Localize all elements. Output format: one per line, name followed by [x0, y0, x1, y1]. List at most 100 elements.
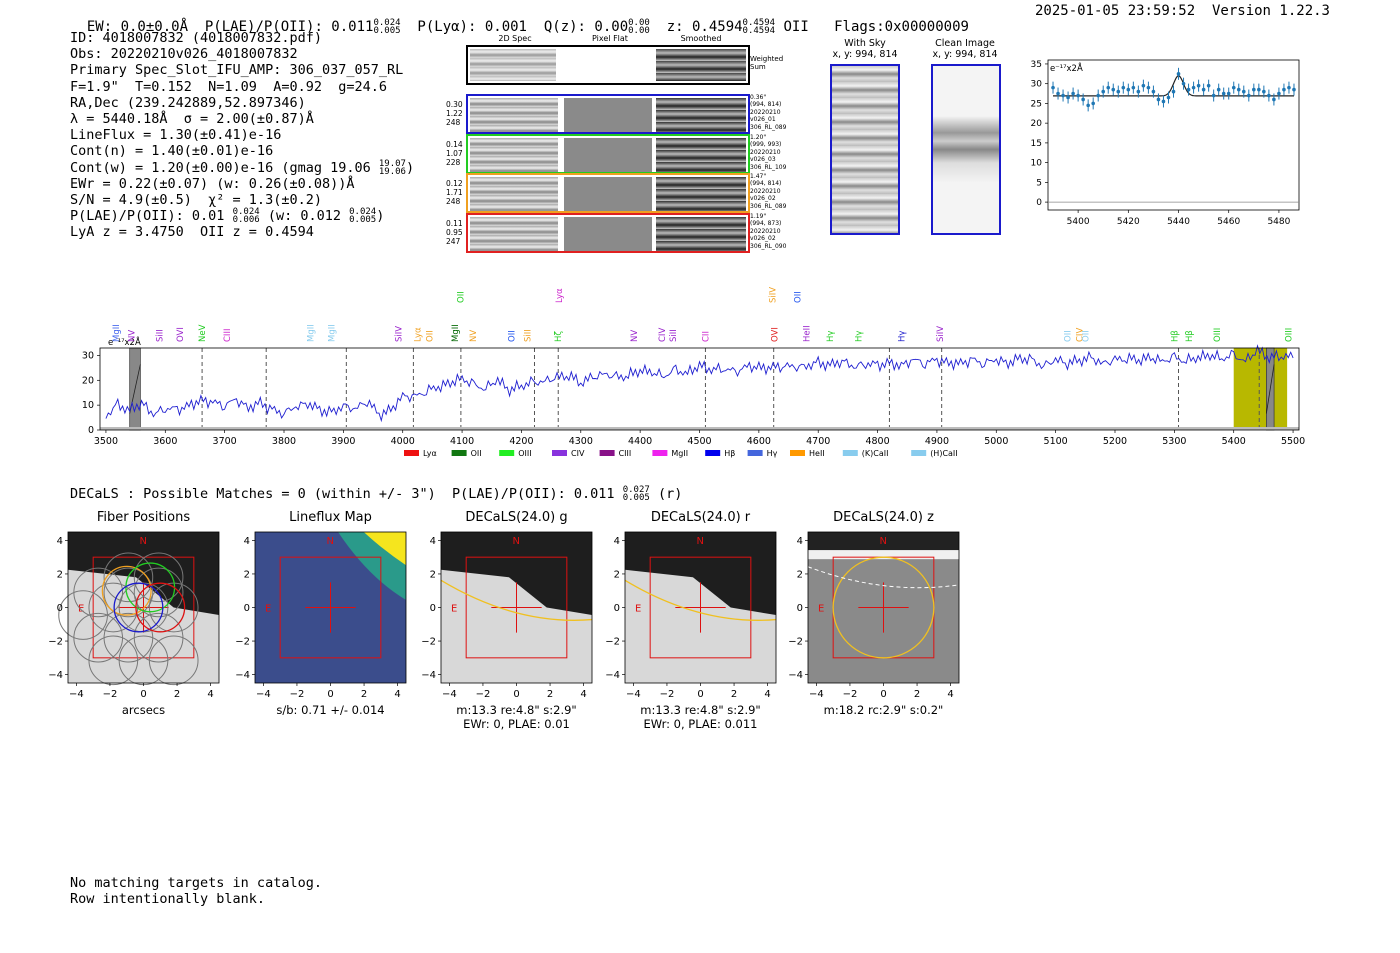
info-plae: P(LAE)/P(OII): 0.01 0.024 0.006 (w: 0.012… — [70, 207, 414, 226]
fiber-circle — [148, 635, 199, 686]
cutout-right-value: 0.36" — [750, 94, 767, 101]
zoom-fit-curve — [1053, 75, 1294, 97]
cutout-left-value: 248 — [446, 197, 461, 206]
panel-xtick-label: 0 — [697, 689, 703, 700]
qz-lo: 0.00 — [628, 26, 650, 36]
cutout-2d-spec — [470, 217, 558, 251]
cutout-pixel-flat — [564, 177, 652, 211]
cont-w-text: Cont(w) = 1.20(±0.00)e-16 (gmag 19.06 — [70, 159, 371, 176]
cutout-right-value: 1.19" — [750, 213, 767, 220]
decals-panel-5: DECaLS(24.0) z N E −4 −4 −2 −2 0 0 2 2 4 4 m:18.2 rc:… — [768, 510, 979, 731]
zoom-data-point — [1267, 93, 1271, 98]
zoom-ytick-label: 0 — [1036, 198, 1042, 208]
spectrum-xtick-label: 4600 — [747, 436, 771, 447]
decals-panel-3: DECaLS(24.0) g N E −4 −4 −2 −2 0 0 2 2 4 4 m:13.3 re:… — [401, 510, 612, 731]
zoom-data-point — [1211, 93, 1216, 98]
zoom-data-point — [1061, 93, 1065, 98]
line-label: SiII — [155, 329, 165, 342]
panel-xtick-label: 4 — [394, 689, 400, 700]
decals-panel-4: DECaLS(24.0) r N E −4 −4 −2 −2 0 0 2 2 4 4 m:13.3 re:… — [585, 510, 796, 731]
plae-w-hi: 0.024 — [349, 207, 377, 218]
spectrum-xtick-label: 4200 — [509, 436, 533, 447]
zoom-data-point — [1206, 83, 1211, 88]
zoom-ytick-label: 35 — [1031, 60, 1042, 70]
zoom-data-point — [1241, 89, 1246, 94]
zoom-xtick-label: 5480 — [1267, 217, 1290, 227]
spectrum-line — [105, 344, 1294, 423]
legend-label: (H)CaII — [930, 449, 957, 458]
panel-title: DECaLS(24.0) z — [833, 510, 934, 525]
cutout-left-value: 247 — [446, 237, 461, 246]
cutout-left-value: 0.11 — [446, 219, 463, 228]
plae-value: P(LAE)/P(OII): 0.011 — [204, 19, 374, 35]
zoom-xtick-label: 5420 — [1117, 217, 1140, 227]
legend-label: Hβ — [724, 449, 735, 458]
zoom-data-point — [1096, 93, 1100, 98]
compass-e: E — [451, 604, 457, 615]
zoom-data-point — [1166, 95, 1171, 100]
aperture-circle — [832, 556, 935, 659]
panel-xtick-label: −2 — [660, 689, 675, 700]
compass-n: N — [513, 536, 520, 547]
cutout-right-value: 306_RL_109 — [750, 163, 787, 171]
cutout-right-values: 0.36" (994, 814) 20220210 v026_01 306_RL_089 — [750, 94, 786, 131]
cutout-2d-spec — [470, 138, 558, 172]
panel-xtick-label: 2 — [914, 689, 920, 700]
panel-ytick-label: 2 — [614, 569, 620, 580]
zoom-data-point — [1076, 93, 1080, 98]
cutout-left-value: 1.71 — [446, 188, 463, 197]
compass-e: E — [818, 604, 824, 615]
panel-xtick-label: 0 — [513, 689, 519, 700]
panel-ytick-label: 0 — [430, 603, 436, 614]
spectrum-xtick-label: 4400 — [628, 436, 652, 447]
clean-image — [931, 64, 1001, 235]
cutout-right-value: (994, 814) — [750, 101, 782, 109]
decals-plae-lo: 0.005 — [622, 493, 650, 503]
cutout-smoothed — [656, 217, 746, 251]
line-label: MgII — [451, 324, 461, 342]
zoom-data-point — [1091, 101, 1095, 106]
plae-w-text: (w: 0.012 — [267, 208, 341, 225]
line-label: Hζ — [554, 331, 564, 342]
line-label: CII — [701, 331, 711, 342]
line-label: OIII — [1284, 328, 1294, 342]
zoom-data-point — [1151, 89, 1156, 94]
legend-label: HeII — [809, 449, 825, 458]
bright-star-region — [808, 532, 959, 551]
plae-hi: 0.024 — [373, 18, 401, 28]
legend-label: OII — [471, 449, 482, 458]
cutout-left-values: 0.11 0.95 247 — [446, 219, 463, 246]
cutout-row-2 — [466, 134, 750, 174]
line-label: SiIV — [395, 326, 405, 342]
zoom-data-point — [1131, 85, 1136, 90]
gmag-lo: 19.06 — [378, 166, 406, 177]
legend-label: CIII — [619, 449, 632, 458]
spectrum-xtick-label: 5400 — [1222, 436, 1246, 447]
panel-ytick-label: 4 — [244, 536, 250, 547]
info-spec-slot: Primary Spec_Slot_IFU_AMP: 306_037_057_R… — [70, 62, 404, 79]
panel-xtick-label: 2 — [361, 689, 367, 700]
compass-n: N — [697, 536, 704, 547]
spectrum-ytick-label: 10 — [82, 400, 94, 411]
search-box — [649, 556, 752, 659]
panel-caption: s/b: 0.71 +/- 0.014 — [276, 703, 385, 717]
hatch-stroke — [1265, 364, 1275, 414]
spectrum-ytick-label: 30 — [82, 350, 94, 361]
panel-title: DECaLS(24.0) r — [650, 510, 751, 525]
cutout-left-value: 1.07 — [446, 149, 463, 158]
plae-info-lo: 0.006 — [232, 215, 260, 226]
spectrum-xtick-label: 4000 — [391, 436, 415, 447]
panel-caption-2: EWr: 0, PLAE: 0.01 — [463, 717, 570, 731]
panel-title: DECaLS(24.0) g — [465, 510, 568, 525]
panel-ytick-label: 0 — [57, 603, 63, 614]
line-label-top: OII — [456, 291, 466, 303]
zoom-data-point — [1277, 91, 1281, 96]
spectrum-xtick-label: 3600 — [153, 436, 177, 447]
cutout-left-values: 0.12 1.71 248 — [446, 179, 463, 206]
zoom-xtick-label: 5460 — [1217, 217, 1240, 227]
zoom-data-point — [1111, 87, 1116, 92]
col-title-smoothed: Smoothed — [680, 34, 722, 43]
legend-swatch — [552, 450, 567, 456]
zoom-ytick-label: 5 — [1036, 178, 1042, 188]
sky-band — [100, 427, 1299, 430]
